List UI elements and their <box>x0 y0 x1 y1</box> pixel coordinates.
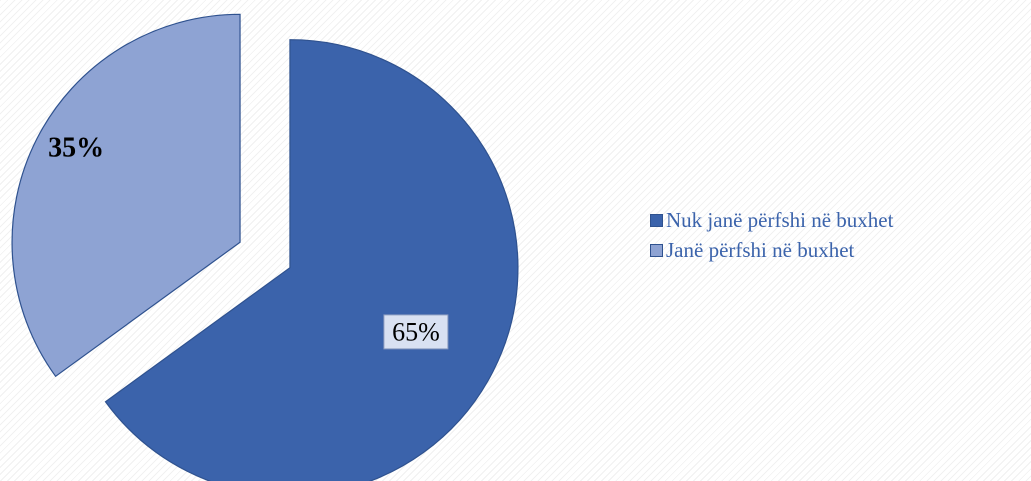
legend-item-included: Janë përfshi në buxhet <box>650 235 893 265</box>
data-label-not-included: 65% <box>392 317 440 346</box>
legend-swatch-not-included <box>650 213 663 227</box>
slice-included <box>11 13 241 378</box>
legend-swatch-included <box>650 243 663 257</box>
legend-label-not-included: Nuk janë përfshi në buxhet <box>666 207 894 232</box>
data-label-included: 35% <box>48 133 104 164</box>
legend-item-not-included: Nuk janë përfshi në buxhet <box>650 205 893 235</box>
data-label-box-not-included <box>383 314 449 350</box>
legend-label-included: Janë përfshi në buxhet <box>666 237 855 262</box>
chart-legend: Nuk janë përfshi në buxhet Janë përfshi … <box>650 205 893 265</box>
slice-not-included <box>104 39 519 481</box>
